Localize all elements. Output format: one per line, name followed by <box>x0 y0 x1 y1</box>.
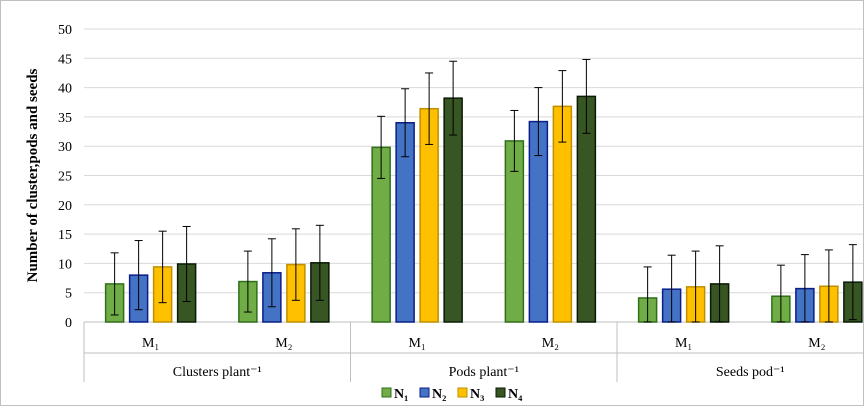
legend-swatch <box>457 387 468 398</box>
x-category-label: M₁ <box>675 336 692 351</box>
y-tick-label: 45 <box>58 52 72 67</box>
x-group-label: Clusters plant⁻¹ <box>173 365 262 380</box>
y-tick-label: 5 <box>65 287 72 302</box>
y-tick-label: 20 <box>58 199 72 214</box>
legend-swatch <box>381 387 392 398</box>
legend-label: N₂ <box>432 387 446 402</box>
y-tick-label: 40 <box>58 82 72 97</box>
y-tick-label: 25 <box>58 170 72 185</box>
y-tick-label: 35 <box>58 111 72 126</box>
y-axis-title: Number of cluster,pods and seeds <box>25 68 41 282</box>
y-tick-label: 0 <box>65 316 72 331</box>
y-tick-label: 10 <box>58 257 72 272</box>
legend-label: N₄ <box>508 387 523 402</box>
legend-label: N₃ <box>470 387 484 402</box>
y-tick-label: 50 <box>58 23 72 38</box>
x-category-label: M₂ <box>275 336 292 351</box>
x-category-label: M₂ <box>808 336 825 351</box>
legend-swatch <box>419 387 430 398</box>
x-category-label: M₂ <box>542 336 559 351</box>
x-group-label: Seeds pod⁻¹ <box>716 365 785 380</box>
legend-label: N₁ <box>394 387 408 402</box>
x-category-label: M₁ <box>142 336 159 351</box>
y-tick-label: 15 <box>58 228 72 243</box>
y-tick-label: 30 <box>58 140 72 155</box>
x-category-label: M₁ <box>408 336 425 351</box>
legend-swatch <box>495 387 506 398</box>
x-group-label: Pods plant⁻¹ <box>449 365 519 380</box>
